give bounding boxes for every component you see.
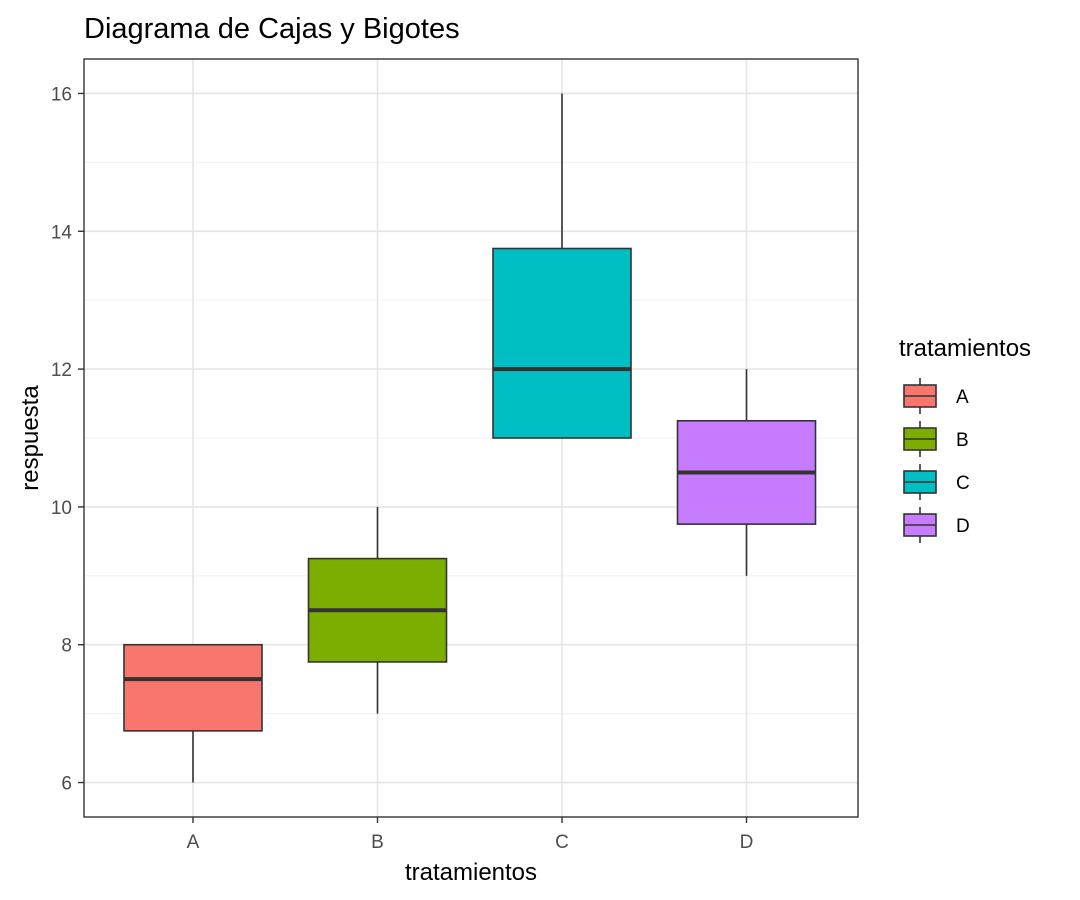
boxes — [123, 93, 817, 783]
box-A — [123, 643, 263, 783]
legend-items: A B C D — [903, 378, 970, 543]
plot-panel — [83, 58, 859, 818]
legend-item-D: D — [903, 507, 970, 543]
y-tick-label: 8 — [61, 636, 72, 657]
legend-label: C — [956, 473, 970, 494]
legend-item-C: C — [903, 464, 970, 500]
x-tick-label: C — [555, 832, 569, 853]
box-body — [492, 247, 632, 439]
x-axis-title: tratamientos — [405, 859, 537, 886]
y-tick-label: 6 — [61, 774, 72, 795]
legend-item-B: B — [903, 421, 969, 457]
box-B — [307, 506, 448, 714]
legend-title: tratamientos — [899, 335, 1031, 362]
y-axis: 6 8 10 12 14 16 — [51, 84, 84, 795]
box-D — [676, 369, 817, 576]
legend-label: B — [956, 430, 969, 451]
legend-label: D — [956, 516, 970, 537]
x-axis: A B C D — [187, 817, 754, 853]
chart-title: Diagrama de Cajas y Bigotes — [84, 13, 460, 45]
box-body — [123, 643, 263, 732]
panel-border — [83, 58, 859, 818]
y-axis-title: respuesta — [17, 385, 44, 491]
x-tick-label: B — [371, 832, 384, 853]
legend-item-A: A — [903, 378, 969, 414]
y-tick-label: 16 — [51, 84, 72, 105]
y-tick-label: 14 — [51, 222, 73, 243]
legend: tratamientos A B C D — [899, 335, 1031, 543]
legend-label: A — [956, 387, 969, 408]
x-tick-label: A — [187, 832, 200, 853]
y-tick-label: 10 — [51, 498, 72, 519]
x-tick-label: D — [740, 832, 754, 853]
y-tick-label: 12 — [51, 360, 72, 381]
box-C — [492, 93, 632, 439]
